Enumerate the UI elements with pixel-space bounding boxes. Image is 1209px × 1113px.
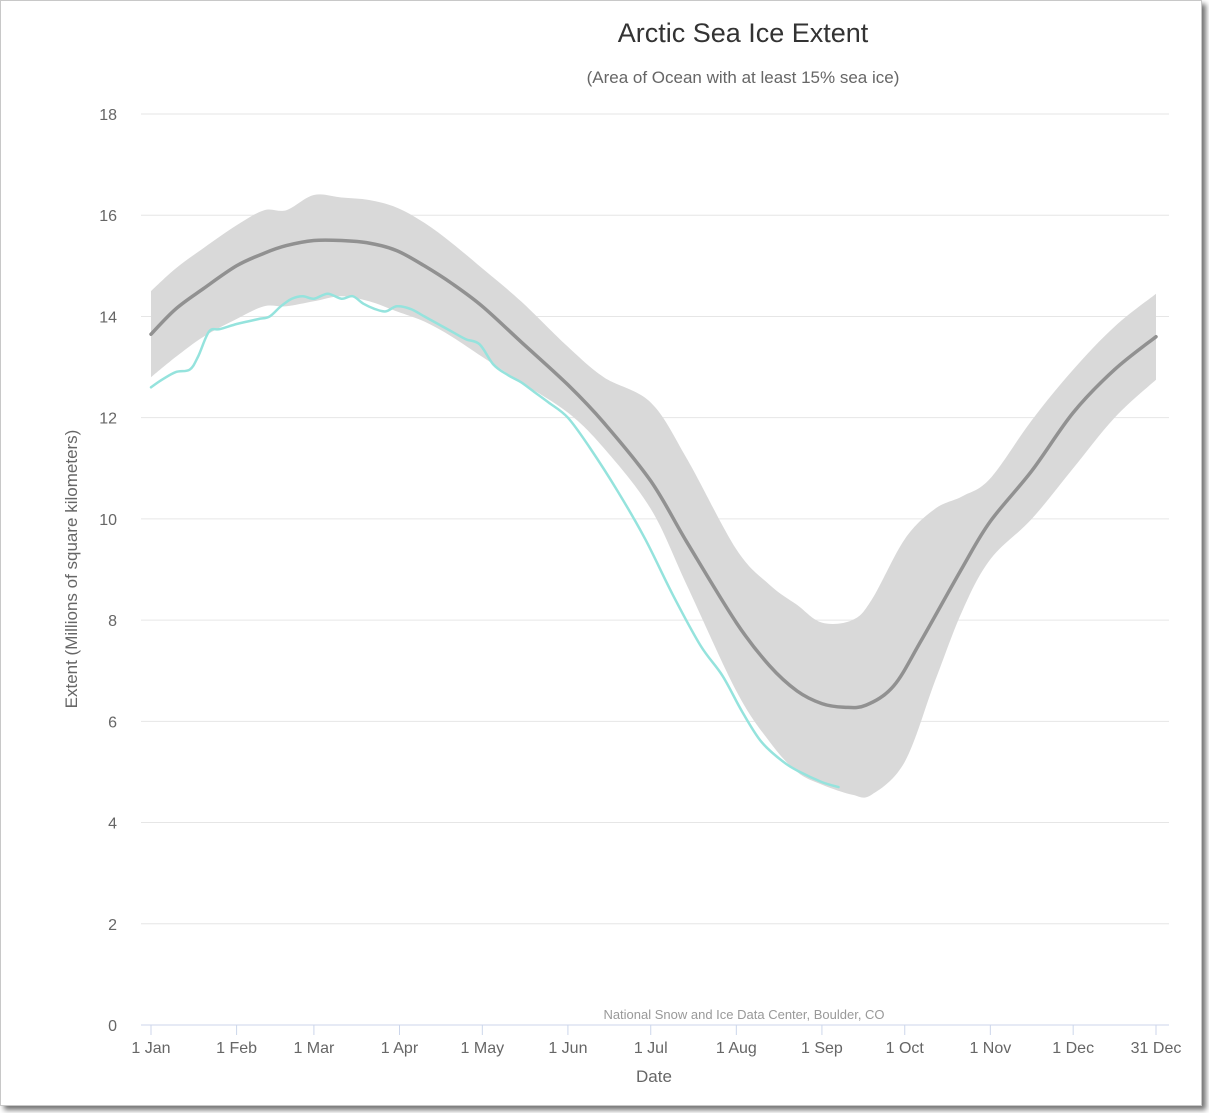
x-tick-label: 1 Nov bbox=[969, 1040, 1011, 1057]
x-tick-label: 1 Dec bbox=[1052, 1040, 1094, 1057]
y-tick-label: 0 bbox=[108, 1018, 117, 1035]
y-axis-title: Extent (Millions of square kilometers) bbox=[62, 430, 81, 709]
y-tick-label: 18 bbox=[99, 107, 117, 124]
y-axis-ticks: 0 2 4 6 8 10 12 14 16 18 bbox=[99, 107, 117, 1035]
y-tick-label: 2 bbox=[108, 917, 117, 934]
x-axis-title: Date bbox=[636, 1067, 672, 1086]
y-tick-label: 8 bbox=[108, 613, 117, 630]
x-tick-label: 1 Sep bbox=[801, 1040, 843, 1057]
plot-area bbox=[149, 194, 1158, 798]
y-tick-label: 12 bbox=[99, 411, 117, 428]
y-tick-label: 16 bbox=[99, 208, 117, 225]
chart-subtitle: (Area of Ocean with at least 15% sea ice… bbox=[587, 68, 900, 87]
x-tick-label: 1 Feb bbox=[216, 1040, 257, 1057]
current-year-line bbox=[149, 292, 840, 789]
x-axis: 1 Jan 1 Feb 1 Mar 1 Apr 1 May 1 Jun 1 Jul 1 Aug… bbox=[131, 1024, 1182, 1057]
range-band bbox=[151, 194, 1156, 798]
y-tick-label: 6 bbox=[108, 714, 117, 731]
x-tick-label: 1 Jan bbox=[131, 1040, 170, 1057]
x-tick-label: 31 Dec bbox=[1131, 1040, 1182, 1057]
x-tick-label: 1 May bbox=[461, 1040, 505, 1057]
y-tick-label: 4 bbox=[108, 816, 117, 833]
chart-title: Arctic Sea Ice Extent bbox=[618, 18, 869, 48]
chart-credit: National Snow and Ice Data Center, Bould… bbox=[603, 1007, 884, 1022]
median-line bbox=[149, 238, 1158, 710]
x-tick-label: 1 Mar bbox=[293, 1040, 335, 1057]
x-tick-label: 1 Oct bbox=[886, 1040, 925, 1057]
x-tick-label: 1 Aug bbox=[716, 1040, 757, 1057]
y-tick-label: 14 bbox=[99, 309, 117, 326]
x-tick-label: 1 Jun bbox=[548, 1040, 587, 1057]
x-tick-label: 1 Apr bbox=[381, 1040, 419, 1057]
y-tick-label: 10 bbox=[99, 512, 117, 529]
x-tick-label: 1 Jul bbox=[634, 1040, 668, 1057]
